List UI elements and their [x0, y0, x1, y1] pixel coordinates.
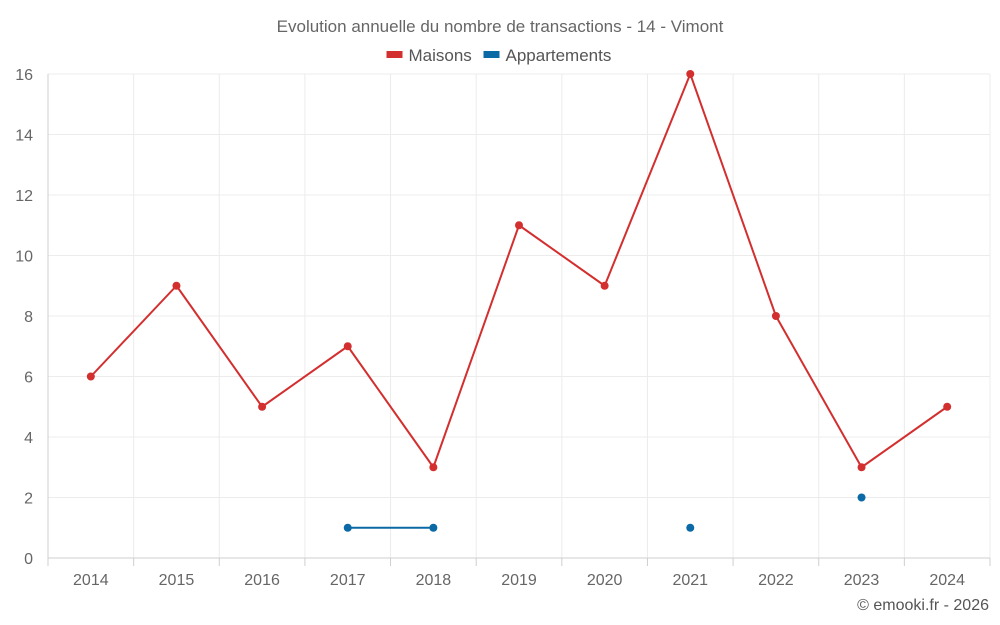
legend-swatch-maisons — [386, 51, 403, 58]
y-tick-label: 8 — [24, 309, 33, 326]
data-point-maisons — [686, 70, 695, 78]
data-point-appartements — [429, 523, 438, 532]
y-tick-label: 14 — [15, 128, 33, 145]
credit-label: © emooki.fr - 2026 — [857, 597, 989, 614]
data-point-maisons — [771, 312, 780, 320]
y-tick-label: 16 — [15, 67, 33, 84]
data-point-maisons — [172, 281, 181, 290]
y-tick-label: 12 — [15, 188, 33, 205]
y-tick-label: 4 — [24, 430, 33, 447]
data-point-maisons — [600, 281, 609, 290]
axes: 0 2 4 6 8 10 12 14 16 2014 2015 2016 2017 2018 2019 202… — [15, 67, 991, 589]
y-tick-label: 0 — [24, 551, 33, 568]
x-tick-label: 2019 — [501, 572, 537, 589]
x-tick-label: 2015 — [159, 572, 195, 589]
y-tick-label: 10 — [15, 249, 33, 266]
x-tick-label: 2017 — [330, 572, 366, 589]
legend-label-appartements: Appartements — [506, 46, 612, 65]
series — [86, 70, 952, 532]
data-point-appartements — [686, 523, 695, 532]
data-point-maisons — [86, 372, 95, 381]
x-tick-label: 2023 — [844, 572, 880, 589]
legend-label-maisons: Maisons — [409, 46, 472, 65]
data-point-appartements — [343, 523, 352, 532]
data-point-maisons — [943, 402, 952, 411]
x-tick-label: 2018 — [416, 572, 452, 589]
data-point-maisons — [258, 402, 267, 411]
data-point-appartements — [857, 493, 866, 502]
legend-swatch-appartements — [483, 51, 500, 58]
grid — [47, 73, 991, 558]
x-tick-label: 2022 — [758, 572, 794, 589]
data-point-maisons — [429, 463, 438, 472]
y-tick-label: 6 — [24, 370, 33, 387]
x-tick-label: 2024 — [929, 572, 965, 589]
chart-title: Evolution annuelle du nombre de transact… — [277, 17, 724, 36]
y-tick-label: 2 — [24, 491, 33, 508]
x-tick-label: 2021 — [672, 572, 708, 589]
x-tick-label: 2016 — [244, 572, 280, 589]
x-tick-label: 2014 — [73, 572, 109, 589]
x-tick-label: 2020 — [587, 572, 623, 589]
legend: Maisons Appartements — [386, 46, 612, 65]
data-point-maisons — [515, 221, 523, 230]
data-point-maisons — [857, 463, 866, 472]
data-point-maisons — [343, 342, 352, 351]
